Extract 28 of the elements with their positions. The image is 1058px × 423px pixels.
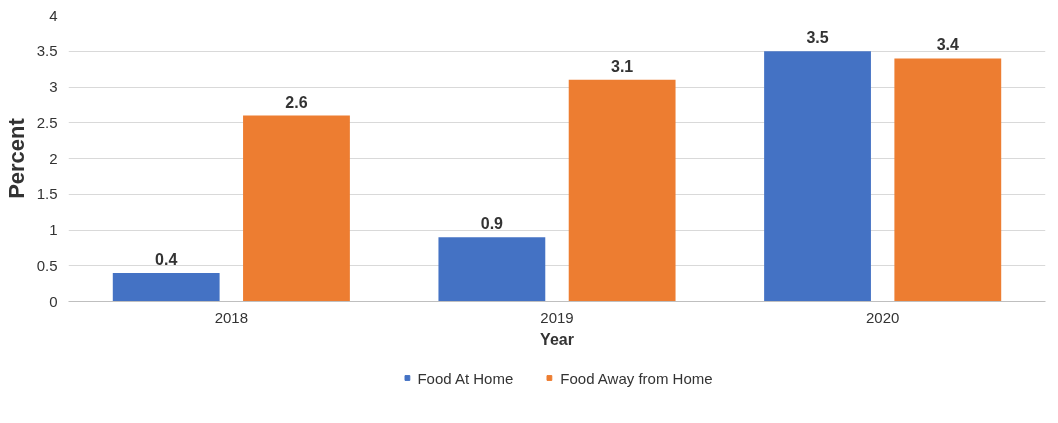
- x-tick-label: 2019: [540, 308, 574, 326]
- bar: [568, 79, 676, 302]
- data-label: 3.1: [611, 57, 634, 75]
- y-tick-label: 4: [49, 6, 58, 24]
- y-tick-label: 0.5: [36, 256, 58, 274]
- data-label: 2.6: [285, 93, 308, 111]
- bar: [764, 51, 871, 302]
- y-axis-title: Percent: [3, 117, 29, 199]
- x-tick-label: 2018: [214, 308, 249, 326]
- y-tick-label: 0: [49, 292, 58, 310]
- legend-label: Food Away from Home: [560, 369, 713, 386]
- legend-label: Food At Home: [417, 369, 514, 386]
- y-tick-label: 3: [49, 78, 58, 95]
- data-label: 3.5: [806, 29, 829, 47]
- y-tick-label: 1.5: [36, 185, 58, 203]
- y-tick-label: 3.5: [36, 42, 58, 60]
- y-tick-label: 2.5: [36, 113, 58, 131]
- data-label: 0.9: [480, 215, 504, 233]
- x-axis-title: Year: [540, 330, 574, 348]
- y-tick-label: 1: [49, 221, 58, 238]
- x-tick-label: 2020: [865, 308, 900, 326]
- bar: [894, 58, 1002, 302]
- bar: [112, 272, 220, 302]
- data-label: 0.4: [155, 250, 178, 268]
- bar: [243, 115, 350, 302]
- y-tick-label: 2: [49, 149, 58, 167]
- bar: [438, 237, 546, 302]
- data-label: 3.4: [936, 36, 960, 54]
